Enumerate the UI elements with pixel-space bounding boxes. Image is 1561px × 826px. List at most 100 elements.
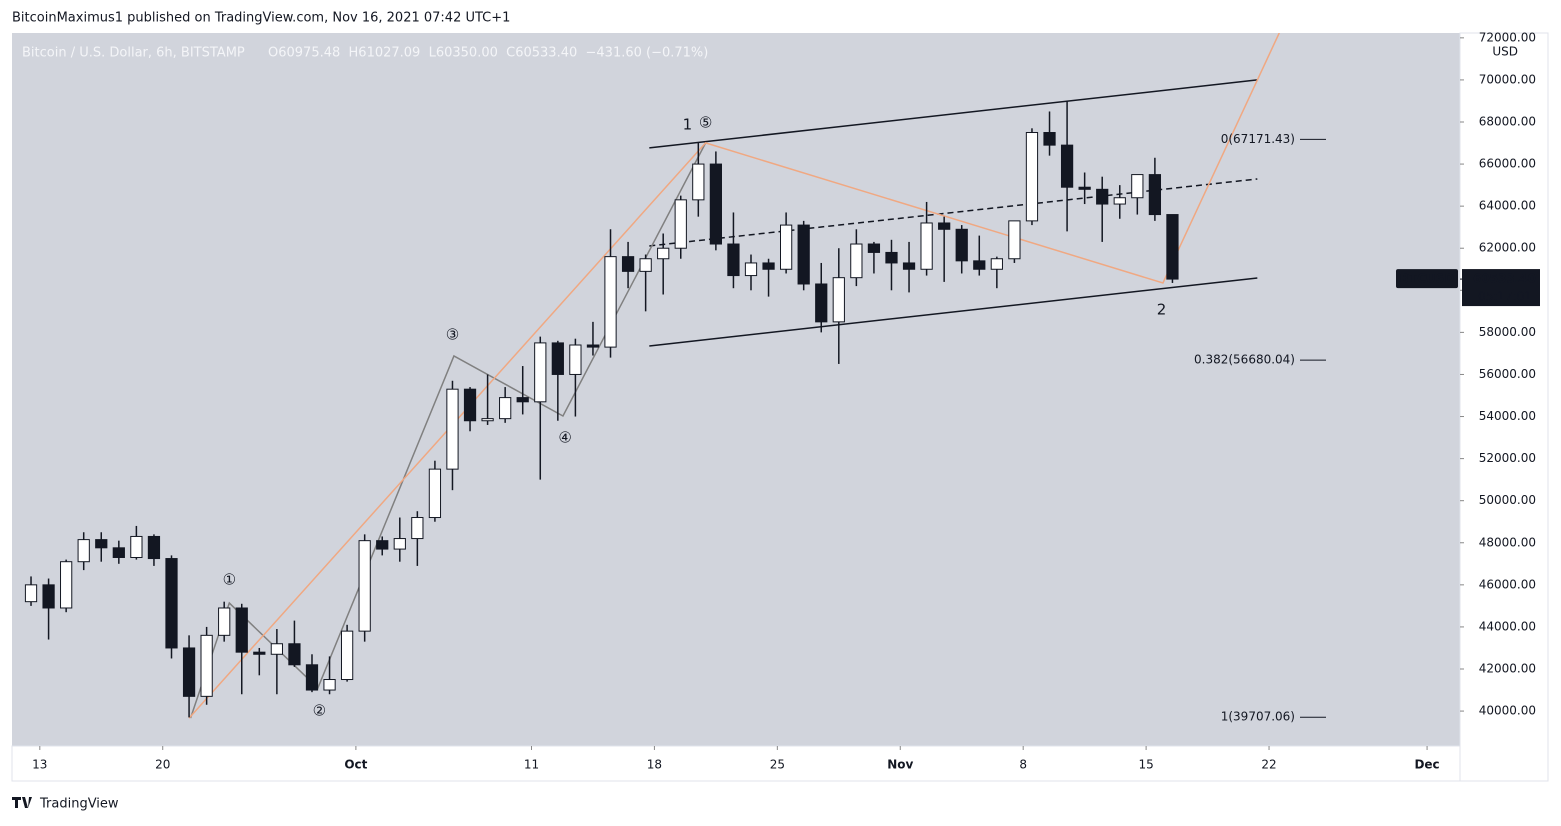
currency: USD <box>1492 45 1518 59</box>
ticker-box <box>1396 269 1458 289</box>
candle <box>305 654 319 693</box>
candle <box>938 216 951 282</box>
candle <box>1078 172 1091 205</box>
candle-body <box>920 222 933 270</box>
candle-body <box>780 224 793 270</box>
candle <box>323 656 336 695</box>
candle <box>428 460 442 522</box>
x-tick-label: 25 <box>770 758 785 772</box>
candle <box>112 540 125 564</box>
candle <box>867 241 881 274</box>
candle <box>797 220 810 291</box>
price-box <box>1462 269 1540 307</box>
wave-label: ① <box>223 571 236 589</box>
candle-body <box>165 558 178 649</box>
fib-label: 1(39707.06) <box>1221 710 1295 724</box>
candle-body <box>744 262 758 277</box>
time-axis <box>11 745 1461 782</box>
x-tick-label: Nov <box>887 758 913 772</box>
candle <box>657 233 670 295</box>
candle-body <box>1078 186 1091 190</box>
candle <box>288 620 301 667</box>
candle <box>376 536 389 556</box>
candle-body <box>867 243 881 253</box>
candle <box>902 241 916 293</box>
candle <box>674 195 687 259</box>
candle-body <box>358 540 371 632</box>
candle <box>709 151 722 251</box>
candle <box>218 601 231 642</box>
candle-body <box>534 342 547 403</box>
candle-body <box>1025 132 1039 222</box>
candle <box>147 534 161 566</box>
ohlc: O60975.48 H61027.09 L60350.00 C60533.40 … <box>268 46 708 61</box>
x-tick-label: 13 <box>32 758 47 772</box>
countdown: 05:17:01 <box>1478 290 1532 304</box>
candle-body <box>1131 174 1144 199</box>
wave-label: ② <box>313 702 326 720</box>
candle-body <box>727 243 740 277</box>
y-tick-label: 44000.00 <box>1479 619 1536 633</box>
candle-body <box>850 243 863 279</box>
candle-body <box>463 388 477 422</box>
candle <box>95 532 108 562</box>
footer: TradingView <box>39 797 119 812</box>
candle-body <box>340 630 354 681</box>
candle-body <box>657 247 670 260</box>
y-tick-label: 42000.00 <box>1479 661 1536 675</box>
y-tick-label: 48000.00 <box>1479 535 1536 549</box>
candle <box>955 225 968 274</box>
candle <box>1148 157 1162 221</box>
x-tick-label: 22 <box>1261 758 1276 772</box>
y-tick-label: 62000.00 <box>1479 241 1536 255</box>
candle <box>411 511 424 566</box>
candle <box>973 235 986 276</box>
candle-body <box>797 224 810 285</box>
fib-label: 0.382(56680.04) <box>1194 353 1295 367</box>
candle <box>446 380 459 491</box>
candle-body <box>1008 220 1021 260</box>
candle-body <box>218 607 231 636</box>
candle <box>42 578 55 640</box>
candle-body <box>253 651 266 655</box>
candle <box>1096 176 1109 242</box>
candle <box>1008 220 1021 263</box>
wave-label: ③ <box>446 325 459 343</box>
symbol: Bitcoin / U.S. Dollar, 6h, BITSTAMP <box>22 46 245 61</box>
candle <box>815 262 828 333</box>
y-tick-label: 54000.00 <box>1479 409 1536 423</box>
x-tick-label: 20 <box>155 758 170 772</box>
x-tick-label: 11 <box>524 758 539 772</box>
y-tick-label: 50000.00 <box>1479 493 1536 507</box>
candle <box>24 576 38 606</box>
candle <box>604 229 617 358</box>
candle-body <box>692 163 705 201</box>
candle-body <box>885 251 898 264</box>
candle-body <box>446 388 459 470</box>
wave-label: ④ <box>558 428 571 446</box>
candle <box>692 143 705 217</box>
candle-body <box>1060 144 1074 188</box>
candle-body <box>621 256 635 272</box>
candle <box>77 532 90 571</box>
candle-body <box>569 344 582 375</box>
candle <box>780 212 793 274</box>
candle-body <box>376 540 389 550</box>
candle <box>1060 100 1074 232</box>
candle-body <box>604 256 617 348</box>
candle-body <box>428 468 442 519</box>
y-tick-label: 40000.00 <box>1479 704 1536 718</box>
candle <box>762 258 775 297</box>
last-price: 60533.40 <box>1473 272 1536 286</box>
candle-body <box>938 222 951 230</box>
wave-label: ⑤ <box>699 113 712 131</box>
candle-body <box>516 397 529 403</box>
candle-body <box>288 643 301 666</box>
candle <box>481 374 494 425</box>
candle <box>586 321 600 356</box>
candle-body <box>270 643 283 655</box>
candle <box>235 603 248 695</box>
y-tick-label: 66000.00 <box>1479 157 1536 171</box>
candle <box>1113 185 1126 219</box>
